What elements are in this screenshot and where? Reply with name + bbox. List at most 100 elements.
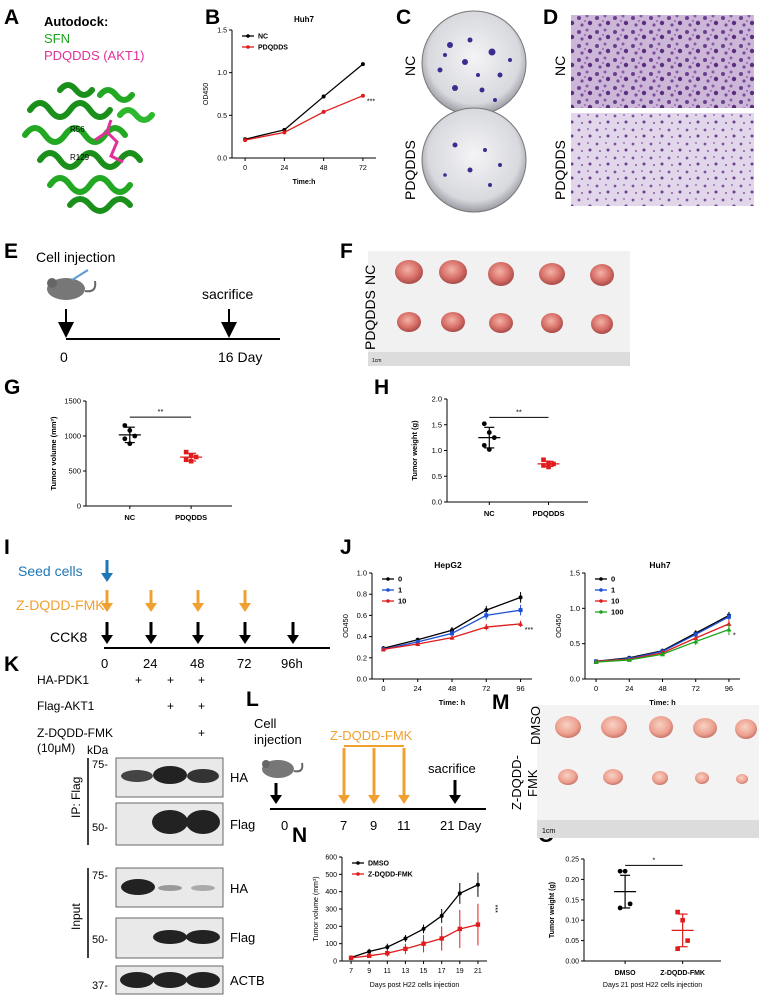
legend-label: 1 [398, 586, 402, 595]
y-tick-label: 0.0 [357, 675, 367, 684]
transwell-pdqdds-image [571, 113, 754, 206]
x-tick-label: NC [124, 513, 135, 522]
data-point [439, 913, 444, 918]
i-arrows [101, 560, 299, 644]
x-tick-label: 96 [725, 684, 733, 693]
e-day-start: 0 [60, 349, 68, 365]
x-tick-label: 11 [384, 968, 391, 975]
x-tick-label: 17 [438, 968, 446, 975]
series-line [350, 884, 479, 959]
significance-annotation: *** [491, 905, 498, 913]
chart-o: 0.00 0.05 0.10 0.15 0.20 0.25 DMSO Z-DQDD-FMK Tu… [549, 857, 721, 989]
data-point [360, 93, 365, 98]
y-tick-label: 0.5 [570, 639, 580, 648]
data-point [685, 938, 690, 943]
x-tick-label: 0 [381, 684, 385, 693]
panel-letter-c: C [396, 6, 411, 29]
y-tick-label: 500 [68, 467, 81, 476]
y-tick-label: 0.15 [565, 897, 579, 904]
data-point [457, 891, 462, 896]
y-axis-label: Tumor weight (g) [549, 882, 556, 938]
data-point [132, 433, 138, 439]
colonies-nc [437, 37, 512, 102]
x-tick-label: 15 [420, 968, 428, 975]
e-cell-injection: Cell injection [36, 249, 115, 265]
y-tick-label: 1.5 [570, 569, 580, 578]
data-point [541, 463, 546, 468]
y-tick-label: 0.5 [217, 113, 227, 120]
c-row-pdqdds: PDQDDS [402, 140, 418, 200]
data-point [660, 651, 665, 657]
data-point [551, 461, 556, 467]
l-drug: Z-DQDD-FMK [330, 728, 413, 743]
legend-marker [599, 599, 603, 603]
legend-label: 1 [611, 586, 615, 595]
data-point [385, 945, 390, 950]
panel-letter-i: I [4, 536, 10, 559]
data-point [450, 631, 454, 636]
data-point [366, 953, 372, 958]
chart-n: 0 100 200 300 400 500 600 7 9 11 13 15 17 19 21 Days po… [313, 855, 498, 990]
data-point [475, 922, 481, 927]
k-signs: + + + + + + [135, 673, 205, 740]
l-injection: injection [254, 732, 302, 747]
x-tick-label: 72 [359, 165, 367, 172]
l-sacrifice: sacrifice [428, 761, 476, 776]
panel-letter-j: J [340, 536, 352, 559]
data-point [127, 428, 133, 433]
x-tick-label: 96 [516, 684, 524, 693]
d-row-pdqdds: PDQDDS [552, 140, 568, 200]
x-tick-label: 0 [243, 165, 247, 172]
panel-k: HA-PDK1 Flag-AKT1 Z-DQDD-FMK (10μM) + + … [37, 673, 265, 995]
y-tick-label: 100 [325, 941, 337, 948]
k-sign: + [198, 673, 205, 687]
l-tick-11: 11 [397, 818, 411, 833]
ruler-m [537, 820, 759, 838]
x-tick-label: PDQDDS [175, 513, 207, 522]
c-row-nc: NC [402, 56, 418, 76]
e-sacrifice: sacrifice [202, 286, 254, 302]
panel-e: Cell injection sacrifice 0 16 Day [36, 249, 280, 365]
k-blot-ha-ip: HA [230, 770, 248, 785]
data-point [518, 608, 523, 613]
i-tick-24: 24 [143, 656, 157, 671]
y-tick-label: 1.0 [357, 569, 367, 578]
k-marker-75b: 75- [92, 870, 108, 882]
y-axis-label: Tumor volume (mm³) [49, 416, 58, 491]
data-point [484, 608, 489, 613]
chart-h: 0.0 0.5 1.0 1.5 2.0 NC PDQDDS Tumor weight (g) *… [410, 395, 588, 518]
dish-pdqdds [421, 107, 527, 213]
colonies-pdqdds [443, 142, 502, 187]
data-point [486, 430, 492, 435]
legend-marker [599, 577, 603, 581]
k-blot-actb: ACTB [230, 973, 265, 988]
residue-r56: R56 [70, 125, 85, 134]
panel-letter-g: G [4, 376, 20, 399]
i-tick-72: 72 [237, 656, 251, 671]
panel-letter-h: H [374, 376, 389, 399]
tumors-f-nc [395, 260, 614, 286]
data-point [726, 614, 731, 619]
i-tick-0: 0 [101, 656, 108, 671]
series-line [244, 63, 364, 140]
panel-m: 1cm DMSO Z-DQDD- FMK [509, 705, 759, 838]
panel-letter-l: L [246, 688, 259, 711]
significance-label: ** [516, 407, 522, 416]
l-tick-0: 0 [281, 818, 288, 833]
panel-a: Autodock: SFN PDQDDS (AKT1) R56 R129 [22, 14, 155, 214]
legend-marker [599, 610, 603, 614]
l-tick-7: 7 [340, 818, 347, 833]
y-tick-label: 0.0 [217, 156, 227, 163]
y-axis-label: Tumor volume (mm³) [313, 876, 320, 941]
legend-label: Z-DQDD-FMK [368, 872, 413, 879]
data-point [421, 941, 426, 946]
data-point [726, 621, 732, 626]
autodock-title: Autodock: [44, 14, 108, 29]
data-point [403, 946, 408, 952]
k-sign: + [135, 673, 142, 687]
x-tick-label: 72 [482, 684, 490, 693]
y-tick-label: 1.5 [432, 420, 442, 429]
legend-marker [356, 872, 360, 876]
x-axis-label: Time: h [439, 698, 466, 707]
